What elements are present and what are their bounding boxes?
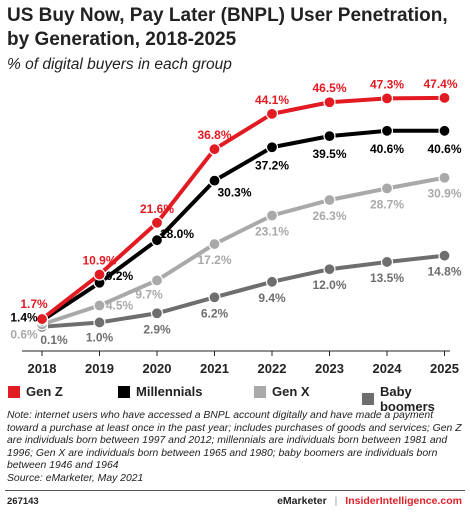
x-tick-label-2025: 2025 [430, 361, 459, 376]
point-gen-z-2018 [35, 312, 49, 326]
point-baby-boomers-2022 [265, 275, 279, 288]
x-tick-label-2020: 2020 [143, 361, 172, 376]
data-label-baby-boomers-2019: 1.0% [86, 330, 114, 344]
point-gen-x-2021 [208, 237, 221, 251]
point-millennials-2022 [265, 141, 279, 154]
data-label-baby-boomers-2024: 13.5% [370, 271, 404, 285]
point-baby-boomers-2020 [150, 307, 164, 320]
data-label-baby-boomers-2018: 0.1% [40, 333, 68, 347]
point-gen-x-2020 [150, 274, 164, 287]
data-label-gen-x-2019: 4.5% [106, 299, 134, 313]
point-gen-z-2022 [265, 107, 279, 120]
data-label-millennials-2024: 40.6% [370, 142, 404, 156]
series-line-gen-z [40, 95, 447, 322]
line-chart: 2018 2019 2020 2021 2022 2023 2024 2025 1.7% 10.9… [10, 77, 462, 376]
point-baby-boomers-2021 [208, 291, 221, 304]
note-text: Note: internet users who have accessed a… [7, 410, 462, 472]
data-label-gen-x-2018: 0.6% [10, 327, 38, 341]
legend-swatch-baby-boomers [362, 393, 374, 405]
x-tick-label-2021: 2021 [200, 361, 229, 376]
chart-notes: Note: internet users who have accessed a… [7, 410, 467, 486]
data-label-gen-x-2025: 30.9% [427, 187, 461, 201]
data-label-millennials-2025: 40.6% [427, 142, 461, 156]
chart-id: 267143 [7, 496, 39, 507]
legend: Gen Z Millennials Gen X Baby boomers [0, 384, 470, 414]
point-millennials-2020 [150, 234, 164, 247]
legend-label-baby-boomers: Baby boomers [379, 384, 435, 414]
data-label-gen-z-2022: 44.1% [255, 93, 289, 107]
data-label-gen-x-2023: 26.3% [312, 209, 346, 223]
brand: eMarketer | InsiderIntelligence.com [277, 495, 462, 507]
legend-swatch-gen-z [8, 385, 20, 398]
point-gen-x-2022 [265, 209, 279, 222]
data-label-baby-boomers-2025: 14.8% [427, 265, 461, 279]
point-millennials-2023 [323, 130, 336, 143]
legend-label-millennials: Millennials [136, 384, 203, 399]
point-gen-x-2023 [323, 193, 336, 207]
legend-swatch-millennials [118, 385, 130, 398]
point-gen-z-2025 [438, 91, 451, 104]
point-gen-z-2021 [208, 143, 221, 156]
legend-label-gen-z: Gen Z [26, 384, 63, 399]
data-label-gen-z-2021: 36.8% [197, 128, 231, 142]
brand-primary: eMarketer [277, 495, 327, 507]
legend-item-baby-boomers: Baby boomers [362, 384, 470, 414]
x-tick-label-2018: 2018 [28, 361, 57, 376]
footer: 267143 eMarketer | InsiderIntelligence.c… [0, 490, 470, 512]
point-gen-x-2024 [380, 182, 394, 195]
data-label-millennials-2020: 18.0% [160, 227, 194, 241]
point-gen-x-2025 [438, 171, 451, 184]
data-label-gen-x-2020: 9.7% [135, 287, 163, 301]
data-label-baby-boomers-2020: 2.9% [143, 322, 171, 336]
legend-label-gen-x: Gen X [272, 384, 310, 399]
data-label-gen-z-2025: 47.4% [423, 77, 457, 91]
point-gen-z-2019 [93, 268, 106, 281]
point-baby-boomers-2019 [93, 316, 106, 329]
brand-secondary-link[interactable]: InsiderIntelligence.com [345, 495, 462, 507]
data-label-gen-z-2020: 21.6% [140, 202, 174, 216]
point-millennials-2021 [208, 174, 221, 187]
footer-divider [5, 490, 465, 491]
point-millennials-2024 [380, 124, 394, 137]
data-label-gen-z-2023: 46.5% [312, 81, 346, 95]
data-label-gen-x-2021: 17.2% [197, 253, 231, 267]
data-label-millennials-2022: 37.2% [255, 158, 289, 172]
legend-item-gen-z: Gen Z [8, 384, 63, 399]
point-gen-z-2020 [150, 216, 164, 229]
data-label-gen-x-2022: 23.1% [255, 224, 289, 238]
legend-item-millennials: Millennials [118, 384, 202, 399]
series-line-millennials [40, 128, 447, 323]
data-label-millennials-2019: 9.2% [106, 269, 134, 283]
data-label-gen-z-2024: 47.3% [370, 77, 404, 91]
source-text: Source: eMarketer, May 2021 [7, 472, 144, 484]
chart-title: US Buy Now, Pay Later (BNPL) User Penetr… [7, 5, 448, 50]
data-label-baby-boomers-2022: 9.4% [258, 291, 286, 305]
point-gen-z-2024 [380, 92, 394, 105]
x-tick-label-2023: 2023 [315, 361, 344, 376]
point-gen-z-2023 [323, 96, 336, 109]
data-label-gen-x-2024: 28.7% [370, 197, 404, 211]
x-tick-label-2024: 2024 [373, 361, 403, 376]
data-label-baby-boomers-2021: 6.2% [201, 306, 229, 320]
x-tick-label-2019: 2019 [85, 361, 114, 376]
data-label-millennials-2018: 1.4% [10, 311, 38, 325]
x-tick-label-2022: 2022 [258, 361, 287, 376]
legend-item-gen-x: Gen X [254, 384, 310, 399]
chart-subtitle: % of digital buyers in each group [7, 56, 232, 73]
data-label-millennials-2021: 30.3% [217, 186, 251, 200]
data-label-millennials-2023: 39.5% [312, 147, 346, 161]
point-baby-boomers-2024 [380, 255, 394, 269]
brand-separator: | [334, 495, 338, 507]
legend-swatch-gen-x [254, 385, 266, 398]
point-baby-boomers-2025 [438, 249, 451, 262]
data-label-gen-z-2019: 10.9% [82, 254, 116, 268]
point-millennials-2025 [438, 124, 451, 137]
point-baby-boomers-2023 [323, 263, 336, 276]
series-line-baby-boomers [40, 253, 447, 329]
series-line-gen-x [40, 175, 447, 327]
data-label-baby-boomers-2023: 12.0% [312, 278, 346, 292]
data-label-gen-z-2018: 1.7% [20, 297, 48, 311]
point-gen-x-2019 [93, 299, 106, 312]
